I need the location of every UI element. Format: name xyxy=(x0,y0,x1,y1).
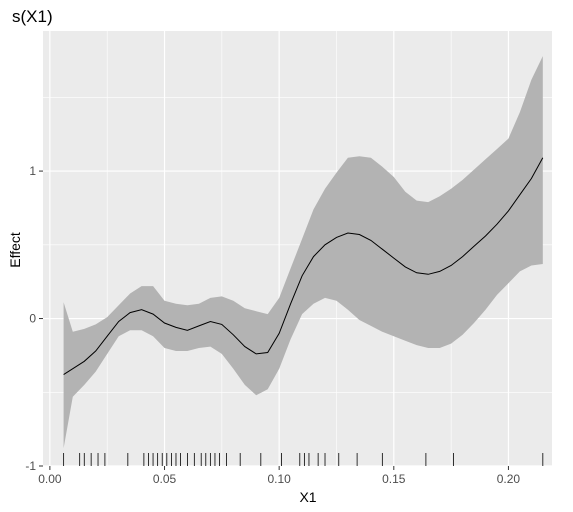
chart-title: s(X1) xyxy=(12,7,53,26)
x-tick-label: 0.15 xyxy=(382,472,406,486)
y-tick-label: -1 xyxy=(25,459,36,473)
y-axis-title: Effect xyxy=(7,232,23,268)
y-tick-label: 0 xyxy=(29,312,36,326)
x-tick-label: 0.10 xyxy=(267,472,291,486)
axes: 0.00 0.05 0.10 0.15 0.20 -1 0 1 xyxy=(25,164,520,486)
chart-marks xyxy=(63,56,544,449)
rug-ticks xyxy=(63,453,544,466)
x-axis-title: X1 xyxy=(299,489,316,505)
x-tick-label: 0.20 xyxy=(497,472,521,486)
x-tick-label: 0.00 xyxy=(38,472,62,486)
x-tick-label: 0.05 xyxy=(153,472,177,486)
y-tick-label: 1 xyxy=(29,164,36,178)
smooth-fit-line xyxy=(63,157,544,376)
confidence-band xyxy=(63,56,543,449)
